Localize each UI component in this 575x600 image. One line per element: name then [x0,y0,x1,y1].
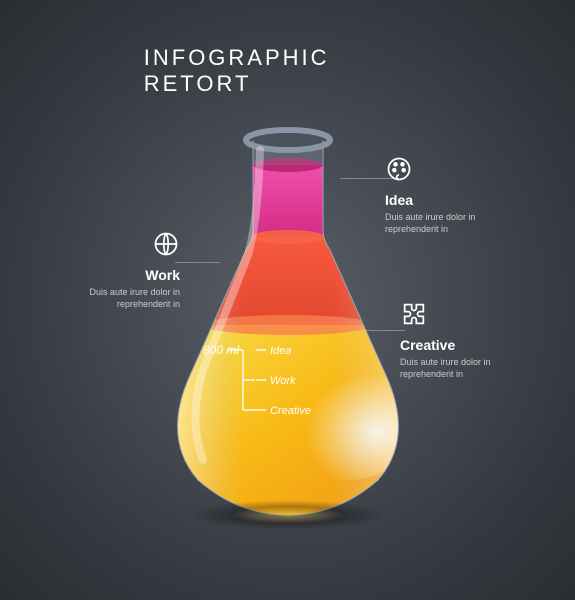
volume-label: 800 ml [203,343,239,357]
grad-label-0: Idea [270,345,291,357]
infographic-title: INFOGRAPHIC RETORT [144,45,432,97]
flask-rim-inner [253,133,323,147]
flask: 800 ml Idea Work Creative [148,120,428,520]
flask-shadow [188,500,388,530]
flask-svg: 800 ml Idea Work Creative [148,120,428,520]
grad-label-2: Creative [270,405,311,417]
flask-glass [177,140,398,515]
grad-label-1: Work [270,375,296,387]
